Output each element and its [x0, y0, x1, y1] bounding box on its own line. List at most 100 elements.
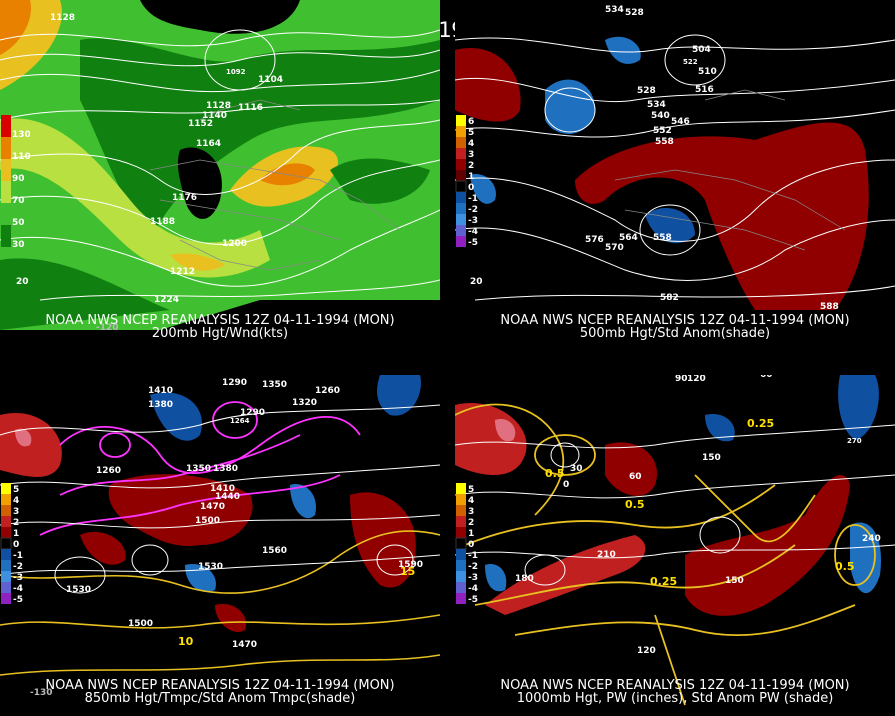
- svg-text:3: 3: [468, 150, 474, 160]
- label-1320: 1320: [292, 398, 317, 408]
- caption-850mb-line1: NOAA NWS NCEP REANALYSIS 12Z 04-11-1994 …: [45, 678, 395, 693]
- label-1380-mid: 1380: [213, 464, 238, 474]
- label-1224: 1224: [154, 295, 179, 305]
- svg-text:-1: -1: [13, 551, 23, 561]
- svg-text:-5: -5: [468, 595, 478, 605]
- anom-blue-n: [705, 414, 735, 442]
- label-516: 516: [695, 85, 714, 95]
- label-120-s: 120: [637, 646, 656, 656]
- svg-text:5: 5: [468, 128, 474, 138]
- label-270: 270: [847, 437, 862, 445]
- anom-blue-mid: [290, 484, 316, 519]
- svg-text:-2: -2: [13, 562, 23, 572]
- anom-red-nw: [455, 403, 527, 475]
- label-1200: 1200: [222, 239, 247, 249]
- panel-500mb-map: 534 528 504 516 510 522 528 534 540 546 …: [455, 0, 895, 340]
- label-20: 20: [470, 277, 483, 287]
- label-546: 546: [671, 117, 690, 127]
- label-1350: 1350: [262, 380, 287, 390]
- wind-shade-lime-band: [0, 118, 270, 278]
- svg-text:4: 4: [468, 496, 474, 506]
- label-lon-130: -130: [30, 688, 53, 698]
- svg-text:-3: -3: [468, 216, 478, 226]
- anom-red-central: [575, 122, 869, 310]
- label-1164: 1164: [196, 139, 221, 149]
- label-1530-w: 1530: [66, 585, 91, 595]
- anom-blue-low: [645, 207, 695, 244]
- anom-red-nw: [0, 413, 62, 477]
- label-1440: 1440: [215, 492, 240, 502]
- label-1410-mid: 1410: [210, 484, 235, 494]
- legend-500mb: 6 5 4 3 2 1 0 -1 -2 -3 -4 -5: [455, 115, 478, 248]
- anom-blue-north: [605, 36, 641, 64]
- label-1380: 1380: [148, 400, 173, 410]
- map-850mb-svg: 1260 1290 1410 1350 1380 1320 1264 1260 …: [0, 375, 440, 716]
- svg-text:1: 1: [468, 529, 474, 539]
- svg-text:-4: -4: [13, 584, 23, 594]
- caption-1000mb-line1: NOAA NWS NCEP REANALYSIS 12Z 04-11-1994 …: [500, 678, 850, 693]
- legend-850mb: 5 4 3 2 1 0 -1 -2 -3 -4 -5: [0, 483, 23, 605]
- caption-850mb-line2: 850mb Hgt/Tmpc/Std Anom Tmpc(shade): [84, 691, 356, 706]
- svg-text:-1: -1: [468, 551, 478, 561]
- svg-text:-2: -2: [468, 562, 478, 572]
- label-540: 540: [651, 111, 670, 121]
- label-534: 534: [647, 100, 666, 110]
- svg-text:50: 50: [12, 218, 25, 228]
- label-1470: 1470: [200, 502, 225, 512]
- svg-text:-4: -4: [468, 584, 478, 594]
- wind-shade-black-ne: [140, 0, 300, 34]
- caption-500mb-line2: 500mb Hgt/Std Anom(shade): [579, 326, 771, 340]
- label-pw-0.5-c: 0.5: [835, 560, 855, 573]
- legend-1000mb: 5 4 3 2 1 0 -1 -2 -3 -4 -5: [455, 483, 478, 605]
- label-pw-0.25-a: 0.25: [650, 575, 677, 588]
- anom-red-pink: [15, 428, 32, 447]
- svg-text:-4: -4: [468, 227, 478, 237]
- caption-1000mb: NOAA NWS NCEP REANALYSIS 12Z 04-11-1994 …: [455, 679, 895, 705]
- panel-200mb-map: 1128 1104 1092 1128 1116 1140 1152 1164 …: [0, 0, 440, 340]
- label-1092: 1092: [226, 68, 246, 76]
- label-588: 588: [820, 302, 839, 312]
- label-1152: 1152: [188, 119, 213, 129]
- label-1350-mid: 1350: [186, 464, 211, 474]
- svg-text:3: 3: [468, 507, 474, 517]
- svg-text:90: 90: [12, 174, 25, 184]
- svg-text:-3: -3: [468, 573, 478, 583]
- svg-text:5: 5: [468, 485, 474, 495]
- svg-text:1: 1: [13, 529, 19, 539]
- label-1128-top: 1128: [50, 13, 75, 23]
- label-1116: 1116: [238, 103, 263, 113]
- map-1000mb-svg: 90 120 60 150 180 210 0 30 60 0.5 0.25 0…: [455, 375, 895, 716]
- label-1128: 1128: [206, 101, 231, 111]
- label-534-top: 534: [605, 5, 624, 15]
- label-15: 15: [400, 565, 415, 578]
- wind-shade-black-hole2: [330, 158, 430, 204]
- anom-pink-nw: [495, 419, 516, 442]
- svg-text:-3: -3: [13, 573, 23, 583]
- label-1500: 1500: [195, 516, 220, 526]
- label-30: 30: [570, 464, 583, 474]
- label-552: 552: [653, 126, 672, 136]
- wind-shade-yellow-sw: [170, 253, 225, 271]
- caption-850mb: NOAA NWS NCEP REANALYSIS 12Z 04-11-1994 …: [0, 679, 440, 705]
- wind-shade-black-hole: [177, 147, 222, 219]
- svg-text:-2: -2: [468, 205, 478, 215]
- label-528: 528: [637, 86, 656, 96]
- label-60-mid: 60: [629, 472, 642, 482]
- label-10: 10: [178, 635, 194, 648]
- svg-text:-5: -5: [13, 595, 23, 605]
- label-1260-top: 1260: [315, 386, 340, 396]
- svg-text:130: 130: [12, 130, 30, 140]
- svg-text:1: 1: [468, 172, 474, 182]
- label-528-top: 528: [625, 8, 644, 18]
- anom-red-nw: [455, 48, 521, 122]
- label-60: 60: [760, 375, 773, 380]
- label-1188: 1188: [150, 217, 175, 227]
- caption-200mb: NOAA NWS NCEP REANALYSIS 12Z 04-11-1994 …: [0, 314, 440, 340]
- svg-text:0: 0: [468, 540, 474, 550]
- label-180: 180: [515, 574, 534, 584]
- label-1260: 1260: [96, 466, 121, 476]
- svg-text:-1: -1: [468, 194, 478, 204]
- label-210: 210: [597, 550, 616, 560]
- caption-1000mb-line2: 1000mb Hgt, PW (inches), Std Anom PW (sh…: [516, 691, 834, 706]
- label-522: 522: [683, 58, 698, 66]
